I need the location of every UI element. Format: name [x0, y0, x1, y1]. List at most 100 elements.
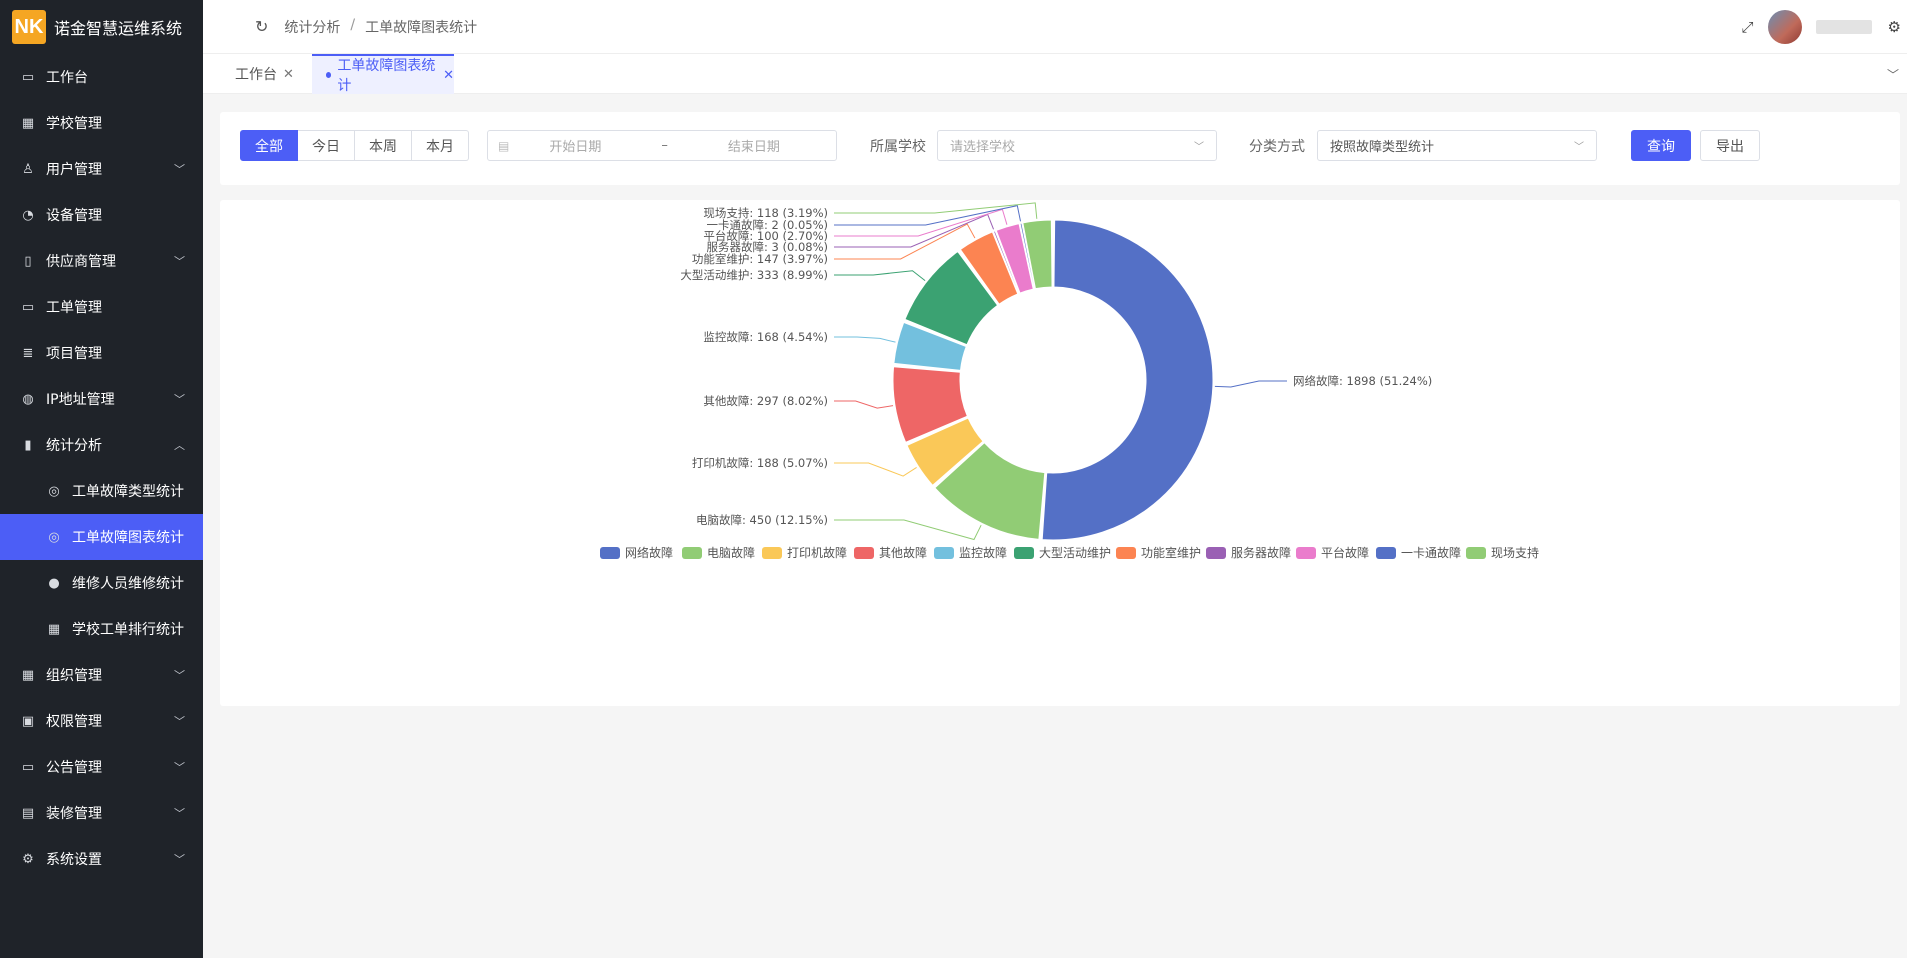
- gear-icon[interactable]: ⚙: [1887, 18, 1901, 36]
- end-date-input[interactable]: 结束日期: [727, 140, 780, 155]
- sidebar-item-label: 工单管理: [46, 300, 102, 316]
- export-button[interactable]: 导出: [1700, 130, 1760, 161]
- pie-slice[interactable]: [1041, 219, 1214, 541]
- legend-label[interactable]: 现场支持: [1491, 545, 1539, 560]
- legend-swatch[interactable]: [762, 547, 782, 559]
- range-all-button[interactable]: 全部: [240, 130, 298, 161]
- username-placeholder[interactable]: [1815, 20, 1872, 34]
- pie-slice[interactable]: [1022, 219, 1053, 290]
- legend-label[interactable]: 服务器故障: [1231, 545, 1291, 560]
- sidebar-item[interactable]: ◎ 工单故障类型统计: [0, 468, 203, 514]
- close-icon[interactable]: ✕: [443, 67, 454, 83]
- user-icon: ♙: [22, 161, 34, 177]
- legend-swatch[interactable]: [600, 547, 620, 559]
- person-icon: ●: [48, 575, 60, 591]
- sidebar-item[interactable]: ▤ 装修管理 ﹀: [0, 790, 203, 836]
- pie-slice[interactable]: [934, 442, 1046, 540]
- legend-label[interactable]: 平台故障: [1321, 545, 1369, 560]
- lock-icon: ▣: [21, 713, 35, 729]
- refresh-icon[interactable]: ↻: [255, 17, 269, 36]
- slice-label: 服务器故障: 3 (0.08%): [706, 240, 828, 254]
- top-header: ↻ 统计分析 / 工单故障图表统计 ⤢ ⚙: [203, 0, 1907, 54]
- chevron-down-icon: ﹀: [174, 393, 185, 406]
- sidebar-item[interactable]: ♙ 用户管理 ﹀: [0, 146, 203, 192]
- active-dot-icon: [326, 72, 332, 78]
- pie-slice[interactable]: [1019, 222, 1036, 290]
- sidebar-item[interactable]: ▮ 统计分析 ︿: [0, 422, 203, 468]
- pie-slice[interactable]: [995, 223, 1034, 294]
- pie-slice[interactable]: [892, 366, 968, 443]
- pie-slice[interactable]: [993, 230, 1020, 295]
- legend-swatch[interactable]: [682, 547, 702, 559]
- pie-slice[interactable]: [904, 250, 999, 346]
- close-icon[interactable]: ✕: [283, 66, 294, 82]
- sidebar-item[interactable]: ▭ 工单管理: [0, 284, 203, 330]
- chevron-down-icon[interactable]: ﹀: [1886, 68, 1899, 82]
- breadcrumb: 统计分析 / 工单故障图表统计: [284, 17, 477, 37]
- pie-slice[interactable]: [893, 321, 967, 371]
- sidebar-item[interactable]: ≣ 项目管理: [0, 330, 203, 376]
- sidebar-item[interactable]: ▭ 公告管理 ﹀: [0, 744, 203, 790]
- legend-swatch[interactable]: [1466, 547, 1486, 559]
- sidebar-item[interactable]: ◔ 设备管理: [0, 192, 203, 238]
- legend-label[interactable]: 监控故障: [959, 545, 1007, 560]
- fullscreen-icon[interactable]: ⤢: [1741, 18, 1754, 36]
- slice-label: 现场支持: 118 (3.19%): [703, 206, 828, 220]
- pie-slice[interactable]: [906, 417, 984, 486]
- date-range-picker[interactable]: ▤ 开始日期 – 结束日期: [487, 130, 837, 161]
- legend-label[interactable]: 打印机故障: [787, 545, 847, 560]
- legend-label[interactable]: 其他故障: [879, 545, 927, 560]
- legend-label[interactable]: 电脑故障: [707, 545, 755, 560]
- slice-label: 电脑故障: 450 (12.15%): [696, 513, 828, 527]
- legend-swatch[interactable]: [1296, 547, 1316, 559]
- category-select[interactable]: 按照故障类型统计 ﹀: [1317, 130, 1597, 161]
- legend-swatch[interactable]: [934, 547, 954, 559]
- donut-chart: 网络故障: 1898 (51.24%) 电脑故障: 450 (12.15%) 打印机…: [600, 202, 1539, 560]
- legend-swatch[interactable]: [1116, 547, 1136, 559]
- start-date-input[interactable]: 开始日期: [549, 140, 602, 155]
- avatar[interactable]: [1767, 10, 1802, 44]
- pie-slice[interactable]: [959, 231, 1019, 305]
- sidebar-item[interactable]: ▭ 工作台: [0, 54, 203, 100]
- range-today-button[interactable]: 今日: [298, 130, 355, 161]
- sidebar-item[interactable]: ◎ 工单故障图表统计: [0, 514, 203, 560]
- query-button[interactable]: 查询: [1631, 130, 1691, 161]
- sidebar-item-label: 工单故障图表统计: [72, 530, 184, 546]
- legend-swatch[interactable]: [1206, 547, 1226, 559]
- legend-label[interactable]: 功能室维护: [1141, 545, 1201, 560]
- sidebar: NK 诺金智慧运维系统 ▭ 工作台 ▦ 学校管理 ♙ 用户管理 ﹀ ◔ 设备管理 ▯ 供应商管理 ﹀ ▭…: [0, 0, 203, 958]
- legend-swatch[interactable]: [1376, 547, 1396, 559]
- label-leader-line: [1214, 380, 1287, 388]
- label-leader-line: [834, 213, 995, 248]
- sidebar-item[interactable]: ▦ 学校管理: [0, 100, 203, 146]
- legend-label[interactable]: 大型活动维护: [1039, 546, 1111, 560]
- sidebar-item[interactable]: ▦ 组织管理 ﹀: [0, 652, 203, 698]
- sidebar-item[interactable]: ⚙ 系统设置 ﹀: [0, 836, 203, 882]
- range-week-button[interactable]: 本周: [355, 130, 412, 161]
- legend-label[interactable]: 网络故障: [625, 545, 673, 560]
- legend-swatch[interactable]: [854, 547, 874, 559]
- app-title: 诺金智慧运维系统: [54, 19, 183, 38]
- label-leader-line: [834, 400, 894, 409]
- sidebar-item-label: 公告管理: [46, 760, 102, 776]
- sidebar-item-label: 项目管理: [46, 346, 102, 362]
- sidebar-item[interactable]: ▣ 权限管理 ﹀: [0, 698, 203, 744]
- sidebar-item[interactable]: ◍ IP地址管理 ﹀: [0, 376, 203, 422]
- tab-workbench[interactable]: 工作台 ✕: [235, 54, 294, 94]
- label-leader-line: [834, 208, 1008, 237]
- sidebar-item-label: 系统设置: [46, 852, 102, 868]
- breadcrumb-item[interactable]: 统计分析: [284, 19, 341, 36]
- school-select[interactable]: 请选择学校 ﹀: [937, 130, 1217, 161]
- monitor-icon: ▭: [21, 69, 35, 85]
- breadcrumb-item: 工单故障图表统计: [365, 19, 478, 36]
- tab-fault-chart[interactable]: 工单故障图表统计 ✕: [312, 54, 454, 94]
- label-leader-line: [834, 202, 1038, 219]
- chevron-down-icon: ﹀: [174, 807, 185, 820]
- tab-label: 工单故障图表统计: [337, 58, 436, 94]
- sidebar-item[interactable]: ▯ 供应商管理 ﹀: [0, 238, 203, 284]
- sidebar-item[interactable]: ● 维修人员维修统计: [0, 560, 203, 606]
- sidebar-item[interactable]: ▦ 学校工单排行统计: [0, 606, 203, 652]
- legend-swatch[interactable]: [1014, 547, 1034, 559]
- range-month-button[interactable]: 本月: [412, 130, 469, 161]
- legend-label[interactable]: 一卡通故障: [1401, 545, 1461, 560]
